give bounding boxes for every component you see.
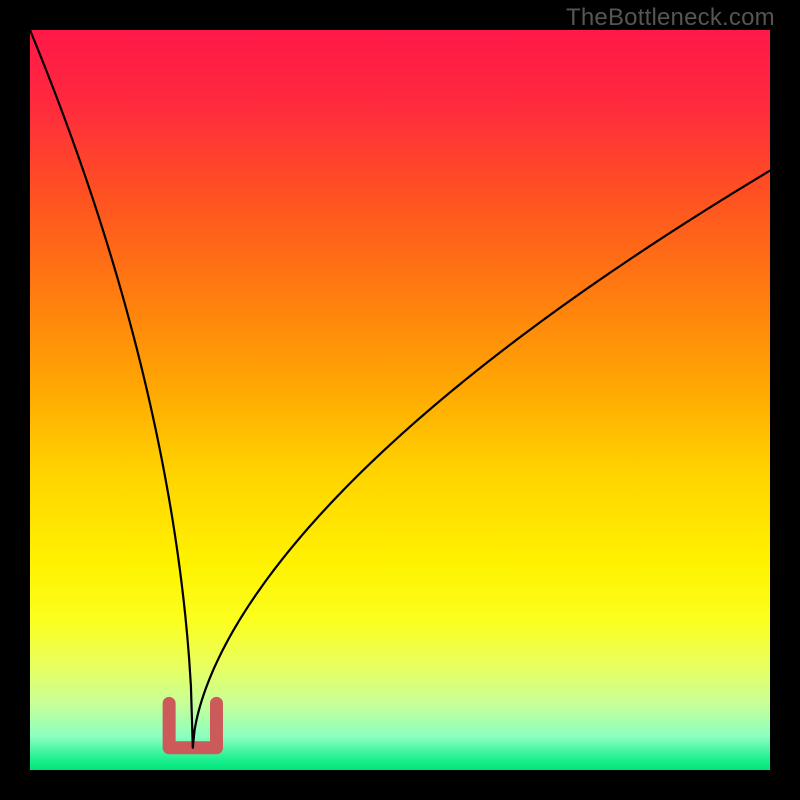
bottleneck-curve	[30, 30, 770, 748]
chart-stage: TheBottleneck.com	[0, 0, 800, 800]
watermark-text: TheBottleneck.com	[566, 4, 775, 32]
bottleneck-curve-line	[30, 30, 770, 748]
plot-svg-layer	[0, 0, 800, 800]
